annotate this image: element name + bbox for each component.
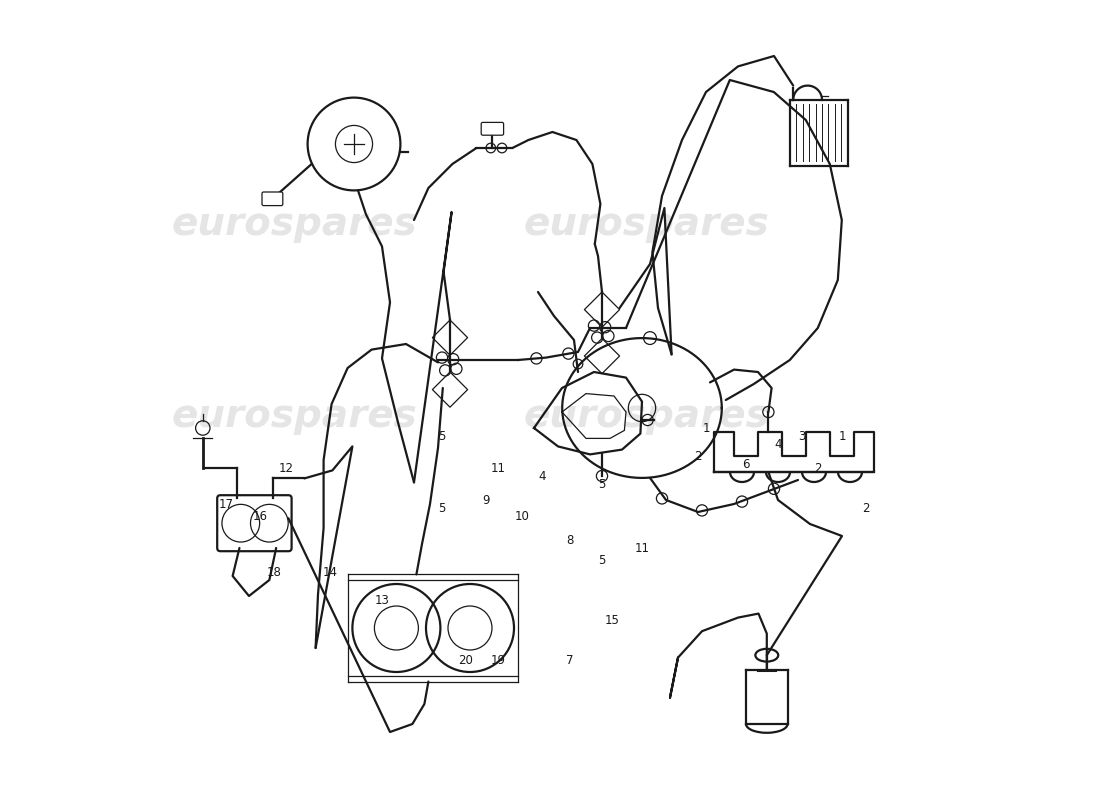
Text: eurospares: eurospares (172, 397, 417, 435)
FancyBboxPatch shape (262, 192, 283, 206)
Text: 3: 3 (799, 430, 805, 442)
Text: 8: 8 (566, 534, 574, 546)
FancyBboxPatch shape (217, 495, 292, 551)
Text: 11: 11 (491, 462, 506, 474)
Text: eurospares: eurospares (524, 397, 769, 435)
Text: 11: 11 (635, 542, 649, 554)
Text: 12: 12 (278, 462, 294, 474)
Text: 17: 17 (219, 498, 233, 510)
Text: eurospares: eurospares (172, 205, 417, 243)
Text: 6: 6 (742, 458, 750, 470)
Text: 10: 10 (515, 510, 529, 522)
Text: eurospares: eurospares (524, 205, 769, 243)
FancyBboxPatch shape (481, 122, 504, 135)
Text: 13: 13 (375, 594, 389, 606)
Text: 15: 15 (605, 614, 619, 626)
Text: 18: 18 (266, 566, 282, 578)
Text: 4: 4 (538, 470, 546, 482)
Text: 20: 20 (459, 654, 473, 666)
Text: 5: 5 (438, 430, 446, 442)
Text: 5: 5 (598, 554, 606, 566)
Text: 5: 5 (438, 502, 446, 514)
Text: 14: 14 (322, 566, 338, 578)
Text: 2: 2 (862, 502, 870, 514)
Text: 1: 1 (838, 430, 846, 442)
Text: 2: 2 (694, 450, 702, 462)
Text: 2: 2 (814, 462, 822, 474)
Text: 7: 7 (566, 654, 574, 666)
Text: 19: 19 (491, 654, 506, 666)
Text: 5: 5 (598, 478, 606, 490)
Text: 1: 1 (702, 422, 710, 434)
Text: 16: 16 (253, 510, 268, 522)
Text: 4: 4 (774, 438, 782, 450)
Text: 9: 9 (482, 494, 490, 506)
